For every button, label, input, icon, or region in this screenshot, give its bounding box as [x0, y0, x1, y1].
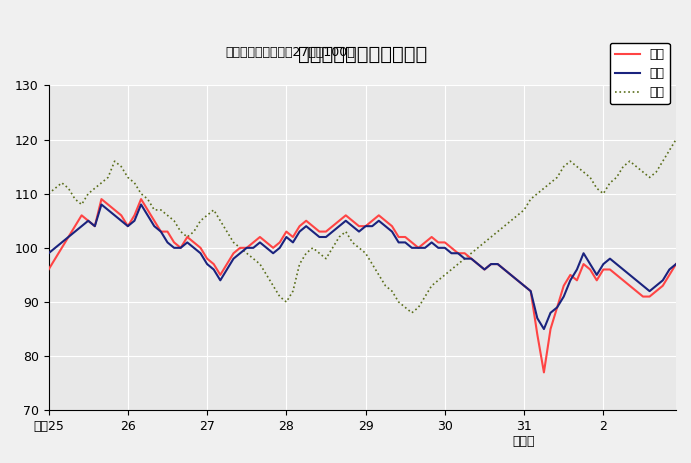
生産 [137, 196, 145, 202]
在庫 [44, 191, 53, 196]
在庫 [315, 250, 323, 256]
出荷 [540, 326, 548, 332]
生産 [97, 196, 106, 202]
在庫 [131, 180, 139, 186]
生産 [632, 288, 641, 294]
在庫 [361, 250, 370, 256]
生産 [322, 229, 330, 234]
生産 [540, 369, 548, 375]
Line: 生産: 生産 [48, 199, 676, 372]
出荷 [97, 202, 106, 207]
生産 [672, 261, 680, 267]
在庫 [625, 158, 634, 164]
在庫 [672, 137, 680, 142]
出荷 [229, 256, 238, 262]
生産 [44, 267, 53, 272]
出荷 [368, 223, 377, 229]
出荷 [44, 250, 53, 256]
在庫 [381, 283, 390, 288]
生産 [368, 218, 377, 224]
生産 [388, 223, 396, 229]
Legend: 生産, 出荷, 在庫: 生産, 出荷, 在庫 [609, 43, 670, 104]
出荷 [672, 261, 680, 267]
在庫 [223, 229, 231, 234]
Line: 出荷: 出荷 [48, 205, 676, 329]
出荷 [137, 202, 145, 207]
出荷 [388, 229, 396, 234]
出荷 [322, 234, 330, 240]
Line: 在庫: 在庫 [48, 139, 676, 313]
生産 [229, 250, 238, 256]
Text: （季節調整済、平成27年＝100）: （季節調整済、平成27年＝100） [225, 45, 355, 58]
Title: 鳥取県鉱工業指数の推移: 鳥取県鉱工業指数の推移 [298, 45, 427, 64]
出荷 [632, 277, 641, 283]
在庫 [408, 310, 416, 316]
